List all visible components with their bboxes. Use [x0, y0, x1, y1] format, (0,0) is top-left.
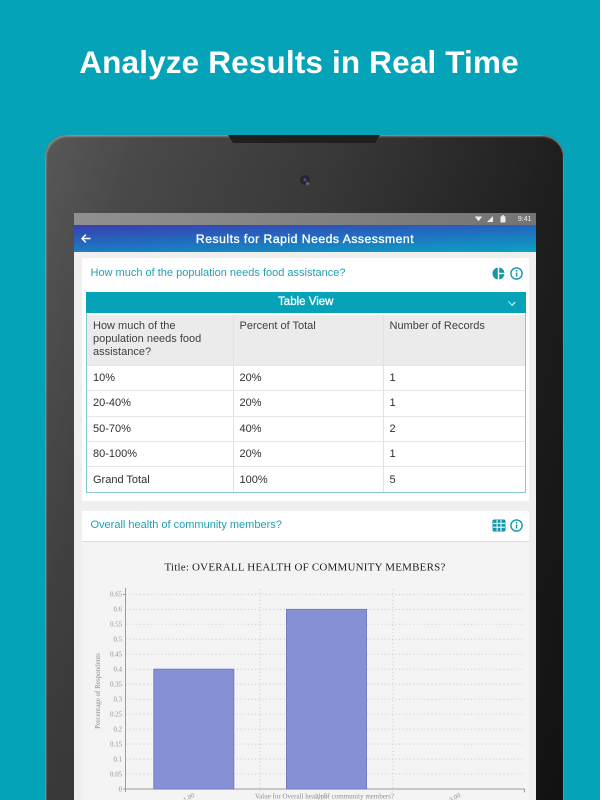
svg-text:0.65: 0.65 — [110, 592, 122, 599]
svg-text:0.1: 0.1 — [113, 756, 122, 763]
svg-text:0.4: 0.4 — [113, 667, 122, 674]
svg-text:0: 0 — [118, 786, 122, 793]
svg-text:Percentage of Respondents: Percentage of Respondents — [94, 653, 102, 729]
svg-text:3.00: 3.00 — [448, 792, 462, 800]
svg-text:Value for Overall health of co: Value for Overall health of community me… — [254, 793, 393, 800]
svg-text:0.6: 0.6 — [113, 607, 122, 614]
svg-text:1.00: 1.00 — [182, 792, 196, 800]
svg-text:0.55: 0.55 — [110, 622, 122, 629]
svg-text:Title: OVERALL HEALTH OF COMMU: Title: OVERALL HEALTH OF COMMUNITY MEMBE… — [164, 561, 445, 573]
svg-text:2.00: 2.00 — [315, 792, 329, 800]
svg-text:0.3: 0.3 — [113, 697, 122, 704]
svg-text:0.5: 0.5 — [113, 637, 122, 644]
svg-text:0.25: 0.25 — [110, 711, 122, 718]
svg-text:0.15: 0.15 — [110, 741, 122, 748]
svg-text:0.05: 0.05 — [110, 771, 122, 778]
svg-text:0.45: 0.45 — [110, 652, 122, 659]
svg-text:0.2: 0.2 — [113, 726, 122, 733]
svg-text:0.35: 0.35 — [110, 682, 122, 689]
